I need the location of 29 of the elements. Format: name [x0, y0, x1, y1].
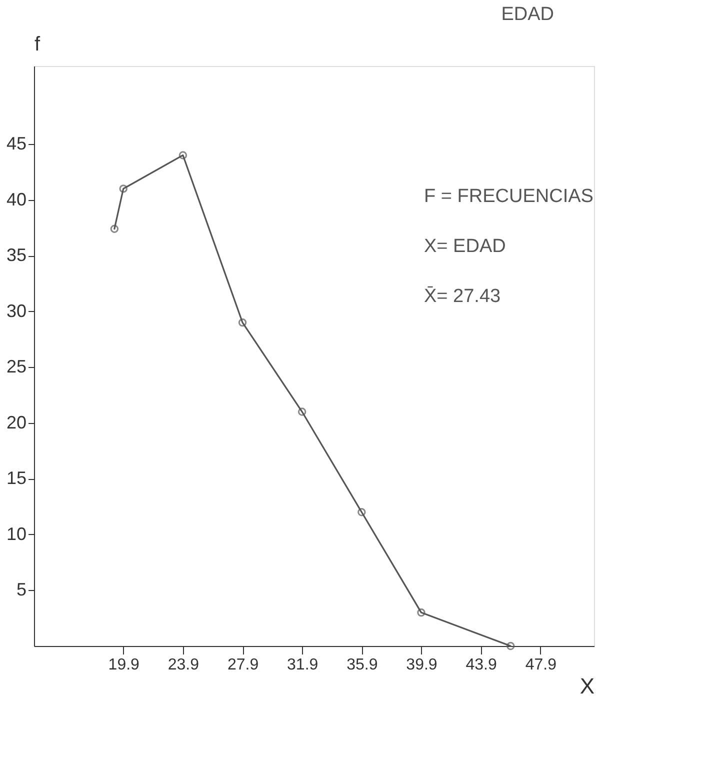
annotation: X̄= 27.43 [424, 286, 501, 307]
point [298, 408, 306, 416]
x-tick-label: 19.9 [108, 656, 140, 674]
y-tick-label: 25 [6, 356, 26, 377]
point [178, 151, 188, 160]
y-tick-label: 40 [6, 189, 26, 210]
y-tick-label: 45 [6, 134, 26, 154]
x-tick-label: 43.9 [466, 656, 497, 674]
y-tick-label: 35 [6, 245, 26, 266]
x-tick-label: 47.9 [525, 656, 557, 674]
chart-title: EDAD [501, 4, 554, 25]
annotation: F = FRECUENCIAS [424, 186, 594, 207]
point [119, 184, 128, 193]
y-tick-label: 15 [6, 468, 26, 488]
y-tick-label: 30 [6, 300, 26, 321]
y-axis-title: f [34, 34, 40, 56]
x-tick-label: 35.9 [346, 656, 378, 674]
point [417, 608, 426, 617]
y-tick-label: 20 [6, 412, 26, 432]
annotation: X= EDAD [424, 236, 506, 257]
x-tick-label: 31.9 [287, 656, 318, 674]
x-tick-label: 23.9 [168, 656, 200, 674]
y-tick-label: 5 [16, 580, 26, 600]
y-tick-label: 10 [6, 524, 26, 544]
x-tick-label: 27.9 [227, 656, 259, 674]
x-tick-label: 39.9 [406, 656, 438, 674]
point [238, 318, 247, 327]
x-axis-title: X [580, 674, 595, 698]
point [358, 508, 366, 516]
